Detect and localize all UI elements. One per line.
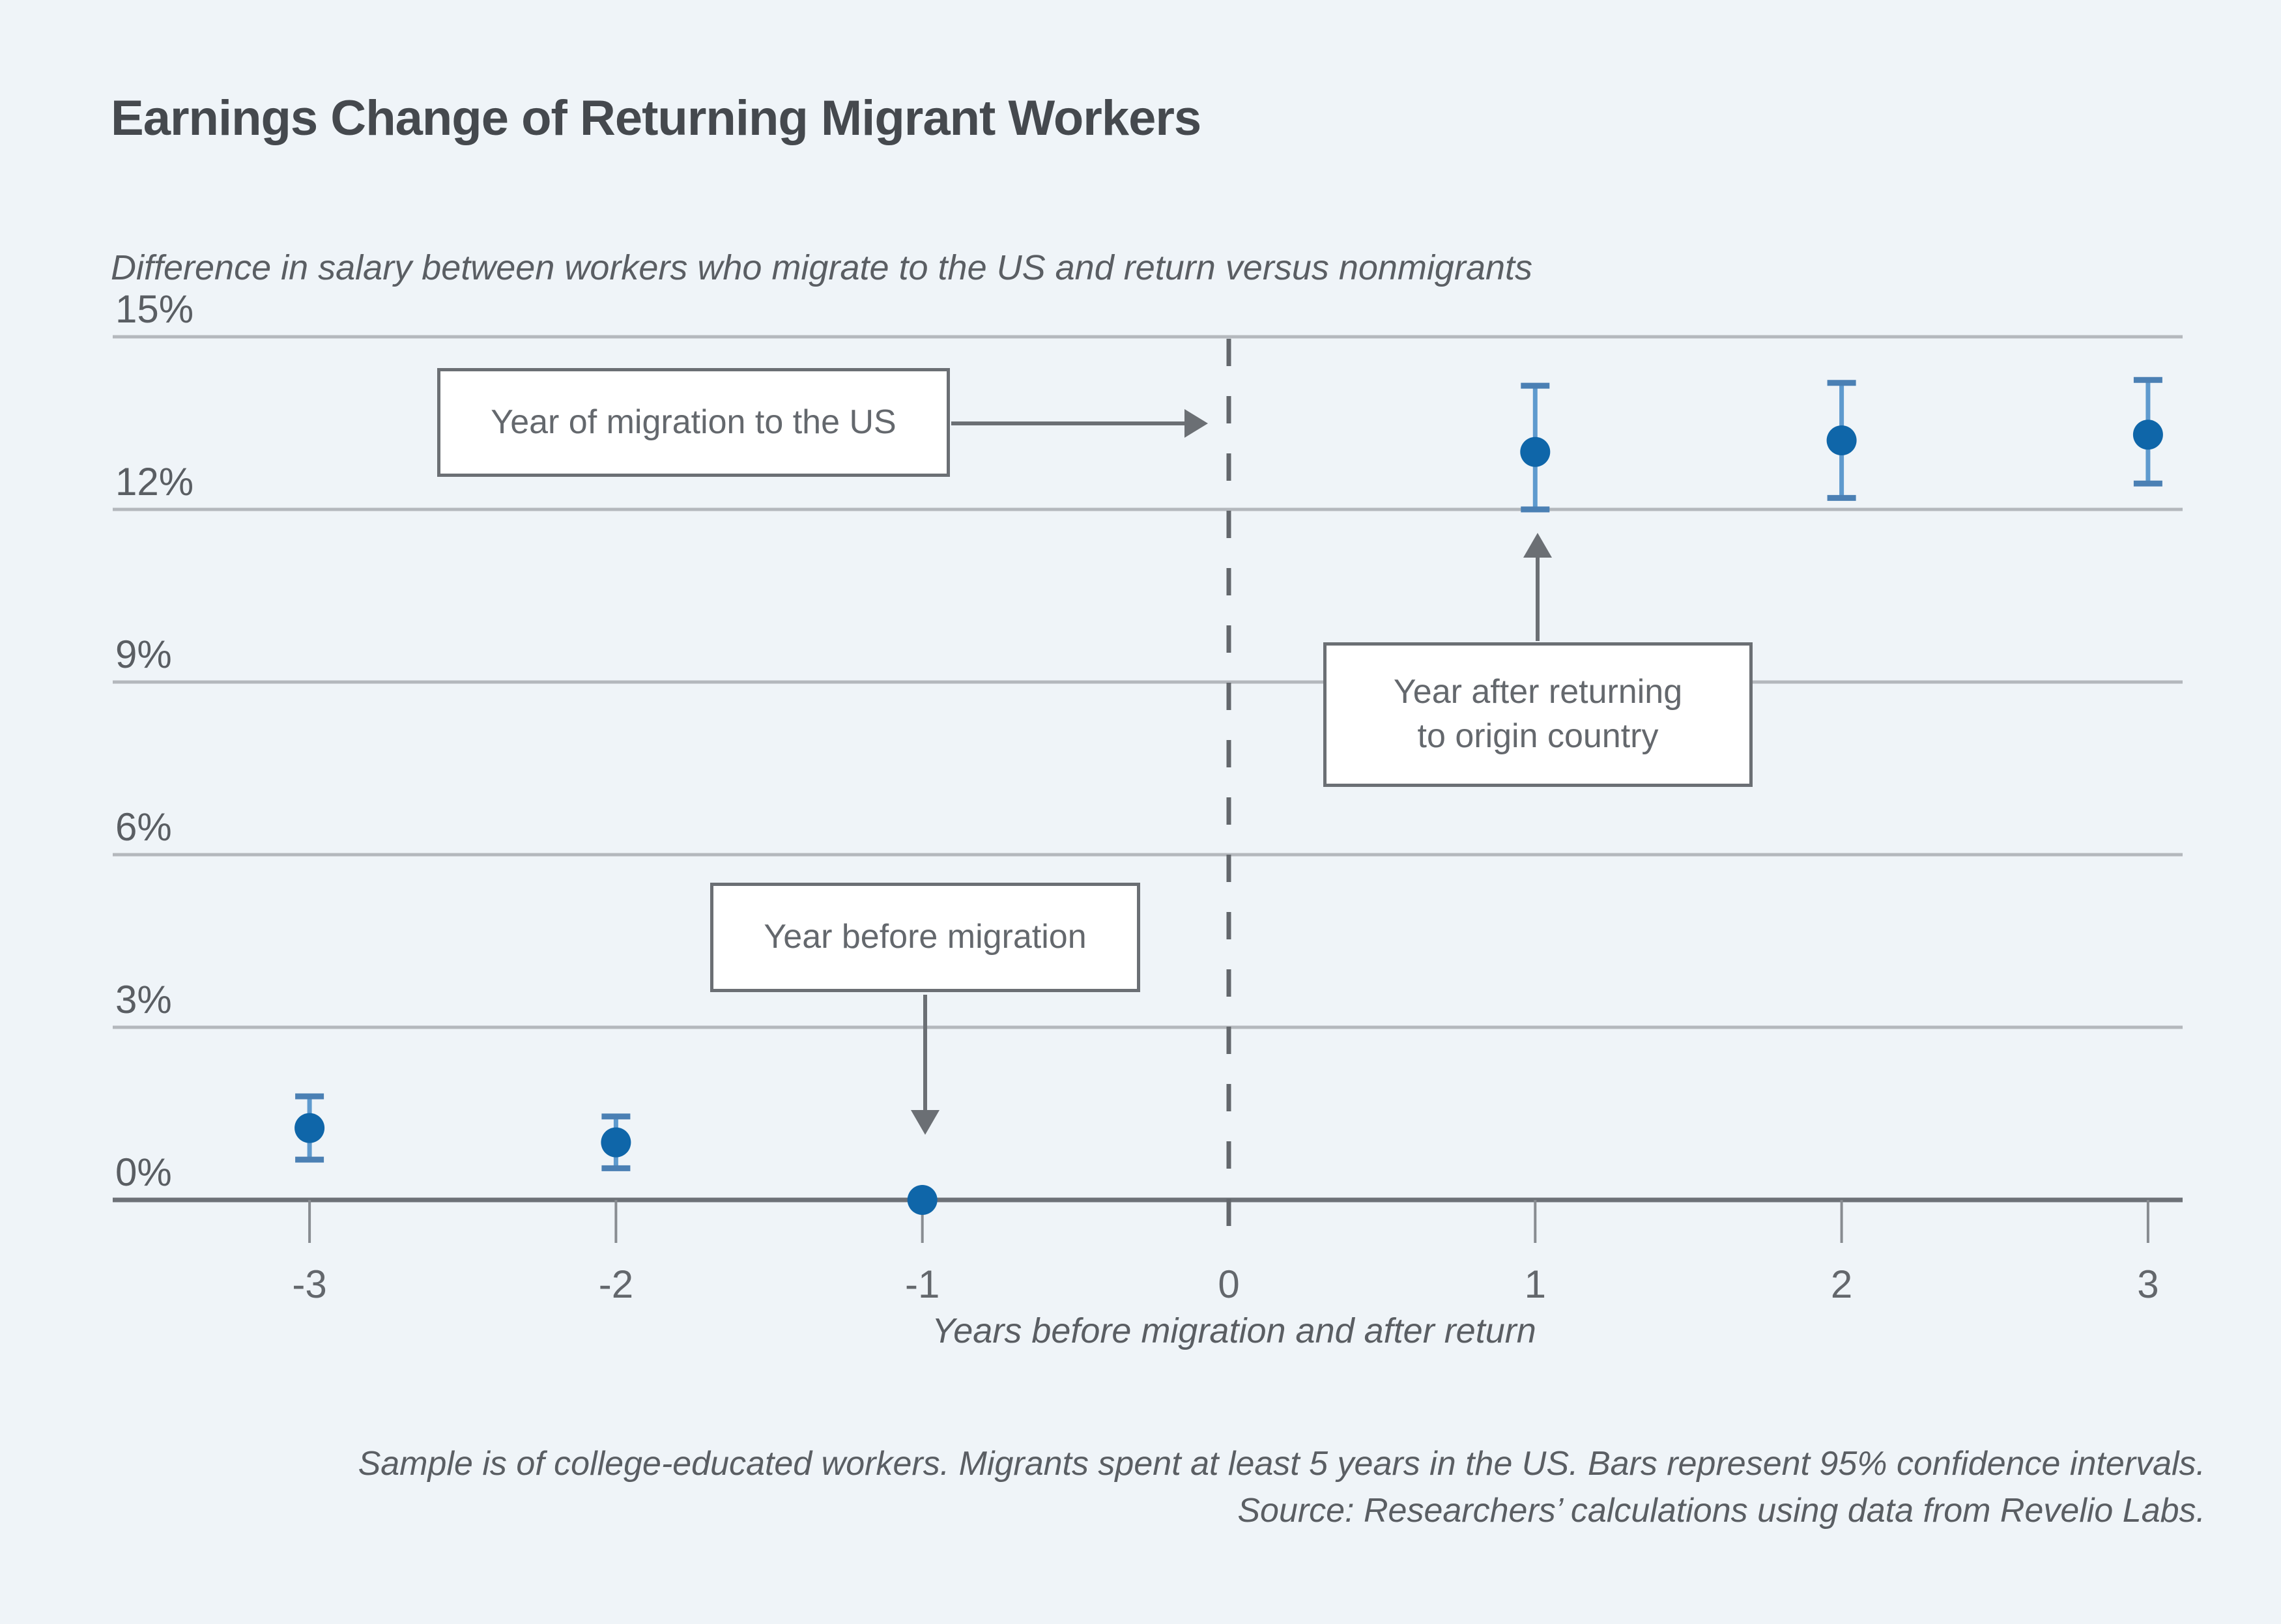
arrow-head-down-icon <box>911 1110 940 1135</box>
y-tick-label: 15% <box>115 287 194 331</box>
x-tick-label: -3 <box>292 1262 326 1306</box>
x-tick-label: -1 <box>905 1262 940 1306</box>
arrow-head-right-icon <box>1184 409 1208 438</box>
x-tick-label: -2 <box>599 1262 633 1306</box>
x-axis-title: Years before migration and after return <box>932 1311 1536 1350</box>
arrow-head-up-icon <box>1523 533 1552 558</box>
data-point <box>907 1185 938 1215</box>
data-point <box>294 1113 325 1143</box>
data-point <box>1826 425 1857 456</box>
annotation-year-after-returning: Year after returning to origin country <box>1323 642 1753 787</box>
data-point <box>601 1127 631 1158</box>
y-tick-label: 9% <box>115 633 172 676</box>
x-tick-label: 2 <box>1831 1262 1852 1306</box>
data-point <box>1520 436 1551 467</box>
annotation-label-line2: to origin country <box>1417 717 1659 755</box>
annotation-label-line1: Year after returning <box>1393 673 1683 711</box>
source-note: Source: Researchers’ calculations using … <box>1237 1491 2205 1530</box>
annotation-label: Year before migration <box>764 918 1087 956</box>
annotation-year-of-migration: Year of migration to the US <box>437 368 950 477</box>
y-tick-label: 0% <box>115 1150 172 1194</box>
y-tick-label: 3% <box>115 978 172 1021</box>
data-point <box>2132 420 2163 450</box>
page-title: Earnings Change of Returning Migrant Wor… <box>111 91 1201 146</box>
annotation-year-before-migration: Year before migration <box>710 883 1140 992</box>
y-tick-label: 12% <box>115 460 194 504</box>
x-tick-label: 3 <box>2137 1262 2159 1306</box>
x-tick-label: 1 <box>1525 1262 1546 1306</box>
y-tick-label: 6% <box>115 805 172 849</box>
chart-subtitle: Difference in salary between workers who… <box>111 248 1533 287</box>
annotation-label: Year of migration to the US <box>491 403 897 441</box>
sample-note: Sample is of college-educated workers. M… <box>358 1445 2205 1483</box>
chart-footnotes: Sample is of college-educated workers. M… <box>358 1441 2205 1535</box>
x-tick-label: 0 <box>1218 1262 1239 1306</box>
